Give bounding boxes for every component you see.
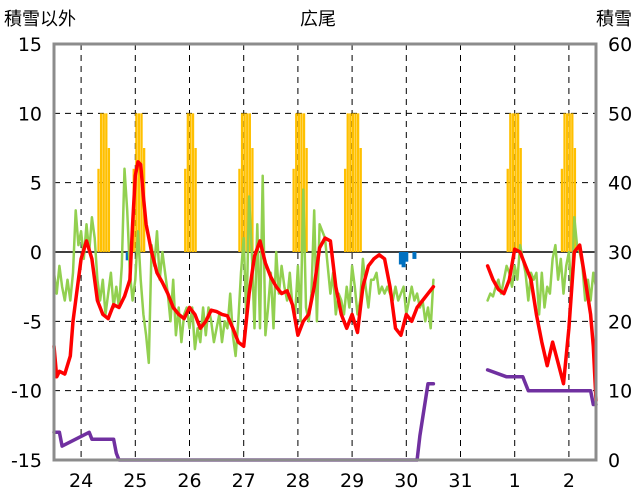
sunshine-bar-5-1 [346, 113, 349, 252]
x-tick-8: 1 [509, 470, 521, 492]
left-tick-1: 10 [18, 103, 42, 125]
x-tick-7: 31 [448, 470, 472, 492]
sunshine-block-7 [560, 113, 577, 252]
sunshine-bar-4-4 [302, 113, 306, 252]
plot-frame [52, 42, 598, 462]
precip-bar-3 [404, 252, 409, 262]
precip-bar-0 [125, 252, 130, 261]
sunshine-bar-2-1 [186, 113, 189, 252]
right-tick-1: 50 [608, 103, 632, 125]
sunshine-bar-4-5 [305, 148, 308, 252]
sunshine-bar-0-0 [97, 168, 100, 252]
sunshine-bar-5-5 [356, 113, 360, 252]
precip-bar-4 [412, 252, 417, 259]
sunshine-bar-6-5 [519, 148, 522, 252]
sunshine-block-0 [97, 113, 111, 252]
left-tick-0: 15 [18, 34, 42, 56]
x-tick-2: 26 [177, 470, 201, 492]
sunshine-block-2 [184, 113, 197, 252]
temp-series [52, 160, 598, 403]
sunshine-bar-4-2 [297, 113, 300, 252]
sunshine-bar-2-0 [184, 168, 187, 252]
right-tick-0: 60 [608, 34, 632, 56]
sunshine-bar-7-4 [571, 113, 574, 252]
sunshine-bar-4-3 [300, 113, 303, 252]
right-tick-3: 30 [608, 242, 632, 264]
chart-title: 広尾 [300, 9, 336, 30]
sunshine-bar-4-1 [295, 113, 298, 252]
sunshine-bar-3-3 [246, 113, 249, 252]
x-tick-1: 25 [123, 470, 147, 492]
x-tick-6: 30 [394, 470, 418, 492]
sunshine-bar-7-0 [560, 168, 564, 252]
x-axis-ticks: 24 25 26 27 28 29 30 31 1 2 [69, 470, 575, 492]
sunshine-bar-3-4 [248, 113, 251, 252]
sunshine-bar-3-1 [240, 113, 244, 252]
sunshine-bar-5-2 [349, 113, 352, 252]
temp-line [52, 160, 598, 403]
sunshine-bar-5-4 [354, 113, 357, 252]
left-axis-label: 積雪以外 [4, 9, 76, 30]
right-tick-5: 10 [608, 381, 632, 403]
right-tick-2: 40 [608, 173, 632, 195]
sunshine-bar-6-3 [514, 113, 517, 252]
x-tick-4: 28 [286, 470, 310, 492]
sunshine-bar-6-4 [516, 113, 520, 252]
sunshine-block-4 [292, 113, 308, 252]
right-tick-4: 20 [608, 311, 632, 333]
sunshine-block-6 [506, 113, 522, 252]
left-tick-4: -5 [23, 311, 42, 333]
sunshine-bar-6-0 [506, 168, 509, 252]
precip-bar-1 [398, 252, 403, 265]
x-tick-5: 29 [340, 470, 364, 492]
sunshine-bar-7-2 [565, 113, 569, 252]
precip-bars [125, 252, 417, 268]
right-axis-ticks: 60 50 40 30 20 10 0 [608, 34, 632, 472]
sunshine-bar-3-0 [238, 168, 241, 252]
sunshine-bar-0-1 [99, 113, 103, 252]
sunshine-block-5 [343, 113, 362, 252]
sunshine-bar-2-3 [191, 113, 195, 252]
sunshine-bar-5-0 [343, 168, 347, 252]
sunshine-bar-2-2 [189, 113, 192, 252]
x-tick-9: 2 [563, 470, 575, 492]
sunshine-block-3 [238, 113, 254, 252]
left-axis-ticks: 15 10 5 0 -5 -10 -15 [11, 34, 42, 472]
sunshine-bar-5-6 [359, 148, 362, 252]
sunshine-bar-3-5 [251, 148, 254, 252]
snow-series [52, 368, 598, 462]
left-tick-2: 5 [30, 173, 42, 195]
sunshine-bar-0-4 [107, 148, 111, 252]
sunshine-bar-5-3 [351, 113, 355, 252]
right-tick-6: 0 [608, 450, 620, 472]
sunshine-bar-2-4 [194, 148, 197, 252]
sunshine-bar-7-5 [573, 148, 577, 252]
snow-line [52, 368, 598, 462]
sunshine-bar-7-3 [568, 113, 571, 252]
left-tick-3: 0 [30, 242, 42, 264]
sunshine-bar-0-3 [105, 113, 108, 252]
left-tick-6: -15 [11, 450, 42, 472]
sunshine-bar-0-2 [102, 113, 105, 252]
sunshine-bar-6-2 [511, 113, 515, 252]
sunshine-bar-6-1 [509, 113, 512, 252]
precip-bar-2 [401, 252, 406, 268]
right-axis-label: 積雪 [596, 9, 632, 30]
sunshine-bar-3-2 [243, 113, 246, 252]
x-tick-3: 27 [232, 470, 256, 492]
left-tick-5: -10 [11, 381, 42, 403]
sunshine-bar-1-2 [137, 113, 141, 252]
x-tick-0: 24 [69, 470, 93, 492]
sunshine-bar-4-0 [292, 168, 295, 252]
sunshine-bar-7-1 [563, 113, 566, 252]
